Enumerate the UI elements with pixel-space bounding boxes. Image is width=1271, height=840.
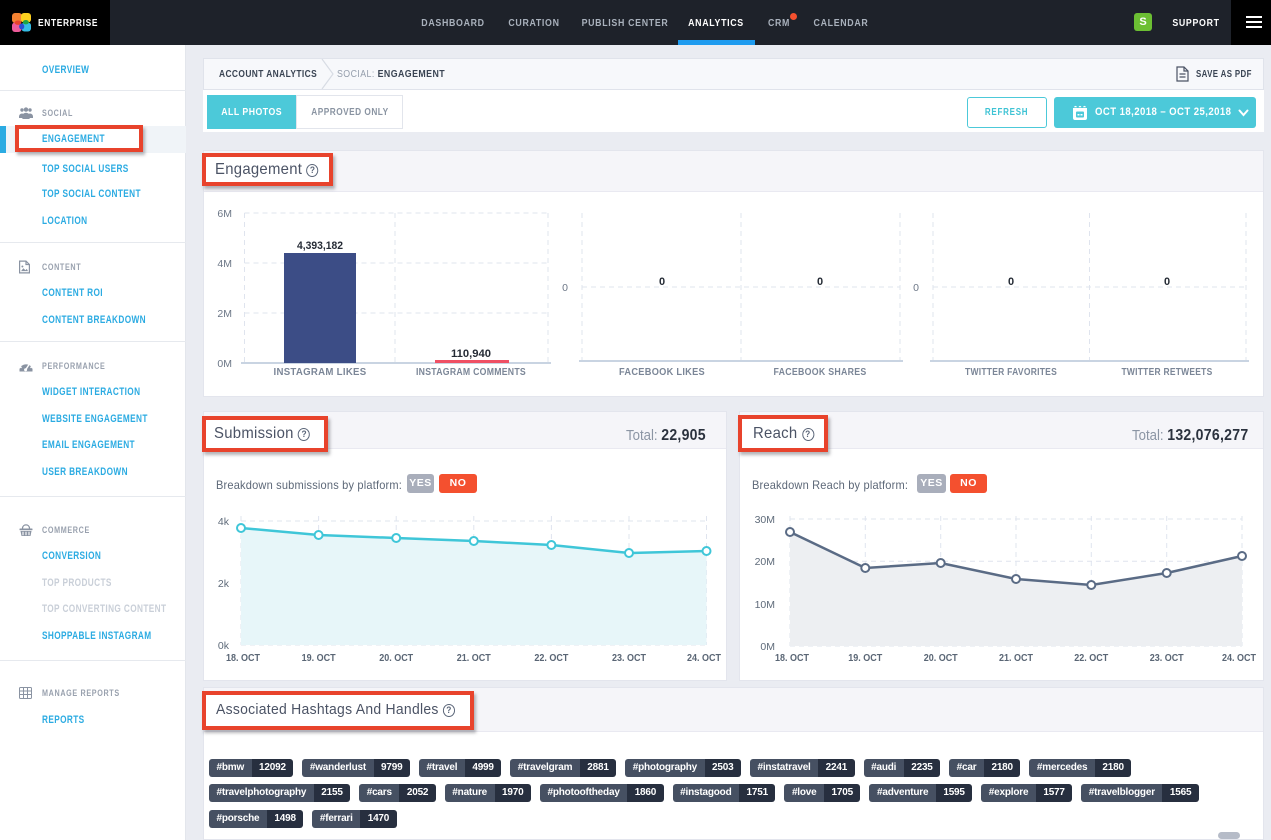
svg-text:FACEBOOK LIKES: FACEBOOK LIKES xyxy=(619,367,705,378)
svg-text:2M: 2M xyxy=(217,308,232,320)
svg-text:4,393,182: 4,393,182 xyxy=(297,240,343,252)
svg-text:4k: 4k xyxy=(218,516,230,528)
svg-text:0: 0 xyxy=(913,282,919,294)
svg-text:0: 0 xyxy=(817,276,823,288)
svg-text:30M: 30M xyxy=(755,514,775,526)
svg-text:0: 0 xyxy=(1164,276,1170,288)
svg-text:20M: 20M xyxy=(755,556,775,568)
svg-text:6M: 6M xyxy=(217,208,232,220)
svg-text:INSTAGRAM COMMENTS: INSTAGRAM COMMENTS xyxy=(416,367,526,378)
svg-text:TWITTER FAVORITES: TWITTER FAVORITES xyxy=(965,367,1057,378)
svg-text:2k: 2k xyxy=(218,578,230,590)
svg-text:19. OCT: 19. OCT xyxy=(848,652,882,664)
svg-text:20. OCT: 20. OCT xyxy=(924,652,958,664)
svg-text:10M: 10M xyxy=(755,599,775,611)
svg-text:21. OCT: 21. OCT xyxy=(999,652,1033,664)
svg-text:18. OCT: 18. OCT xyxy=(775,652,809,664)
svg-text:0M: 0M xyxy=(760,641,775,653)
svg-text:22. OCT: 22. OCT xyxy=(1074,652,1108,664)
svg-text:21. OCT: 21. OCT xyxy=(457,652,491,664)
svg-text:4M: 4M xyxy=(217,258,232,270)
svg-text:0M: 0M xyxy=(217,358,232,370)
svg-text:19. OCT: 19. OCT xyxy=(302,652,336,664)
svg-text:18. OCT: 18. OCT xyxy=(226,652,260,664)
svg-text:TWITTER RETWEETS: TWITTER RETWEETS xyxy=(1122,367,1213,378)
svg-text:110,940: 110,940 xyxy=(451,348,491,360)
svg-text:23. OCT: 23. OCT xyxy=(612,652,646,664)
svg-text:0: 0 xyxy=(659,276,665,288)
svg-text:0: 0 xyxy=(562,282,568,294)
svg-text:20. OCT: 20. OCT xyxy=(379,652,413,664)
svg-text:0: 0 xyxy=(1008,276,1014,288)
svg-text:INSTAGRAM LIKES: INSTAGRAM LIKES xyxy=(274,367,367,378)
svg-text:24. OCT: 24. OCT xyxy=(687,652,721,664)
svg-text:0k: 0k xyxy=(218,640,230,652)
svg-text:23. OCT: 23. OCT xyxy=(1150,652,1184,664)
svg-text:24. OCT: 24. OCT xyxy=(1222,652,1256,664)
svg-text:22. OCT: 22. OCT xyxy=(534,652,568,664)
svg-text:FACEBOOK SHARES: FACEBOOK SHARES xyxy=(774,367,867,378)
